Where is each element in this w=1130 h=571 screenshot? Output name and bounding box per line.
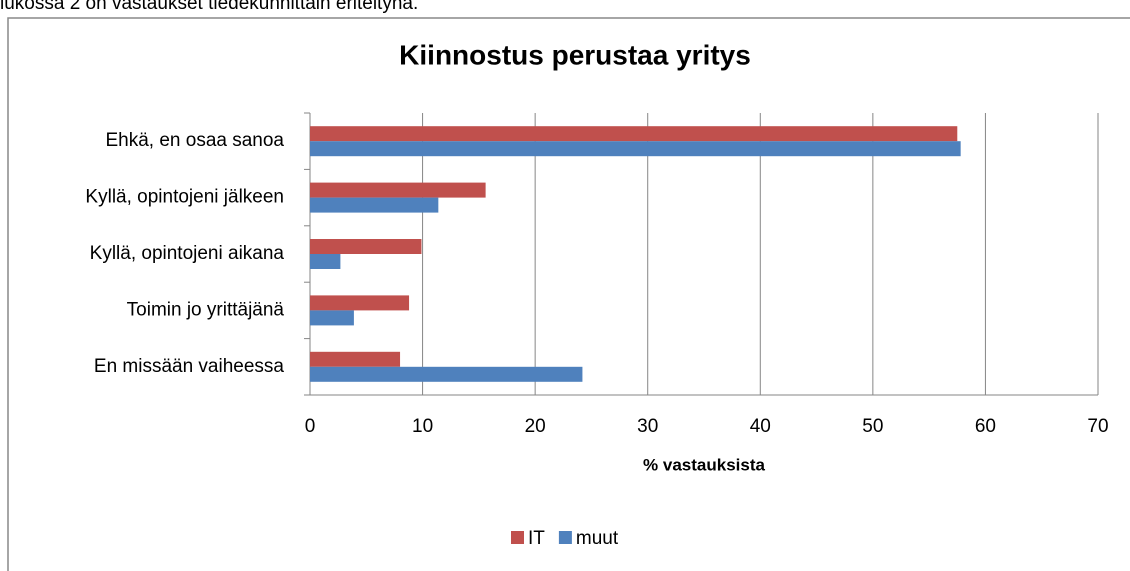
bar <box>310 254 341 269</box>
x-tick-label: 70 <box>1087 416 1108 437</box>
legend-swatch <box>511 531 524 544</box>
x-tick-label: 40 <box>750 416 771 437</box>
y-tick-label: En missään vaiheessa <box>94 356 285 377</box>
bar <box>310 310 354 326</box>
x-tick-label: 30 <box>637 416 658 437</box>
legend-label: IT <box>528 528 545 549</box>
x-tick-label: 60 <box>975 416 996 437</box>
legend-label: muut <box>576 528 619 549</box>
legend-swatch <box>558 531 572 544</box>
bar <box>310 351 401 367</box>
bar <box>310 141 961 157</box>
x-tick-label: 50 <box>862 416 883 437</box>
bar <box>310 239 422 254</box>
y-tick-label: Ehkä, en osaa sanoa <box>105 130 284 151</box>
bar <box>310 197 439 213</box>
chart-title: Kiinnostus perustaa yritys <box>399 39 751 70</box>
chart-frame <box>7 17 1130 571</box>
bar <box>310 126 958 142</box>
x-axis-label: % vastauksista <box>643 455 765 474</box>
bar <box>310 295 410 311</box>
x-tick-label: 0 <box>305 416 316 437</box>
y-tick-label: Kyllä, opintojeni jälkeen <box>85 187 284 208</box>
bar <box>310 182 486 198</box>
x-tick-label: 10 <box>412 416 433 437</box>
caption: lukossa 2 on vastaukset tiedekunnittain … <box>0 0 418 14</box>
bar <box>310 366 583 382</box>
y-tick-label: Toimin jo yrittäjänä <box>127 299 285 320</box>
y-tick-label: Kyllä, opintojeni aikana <box>90 243 285 264</box>
x-tick-label: 20 <box>525 416 546 437</box>
